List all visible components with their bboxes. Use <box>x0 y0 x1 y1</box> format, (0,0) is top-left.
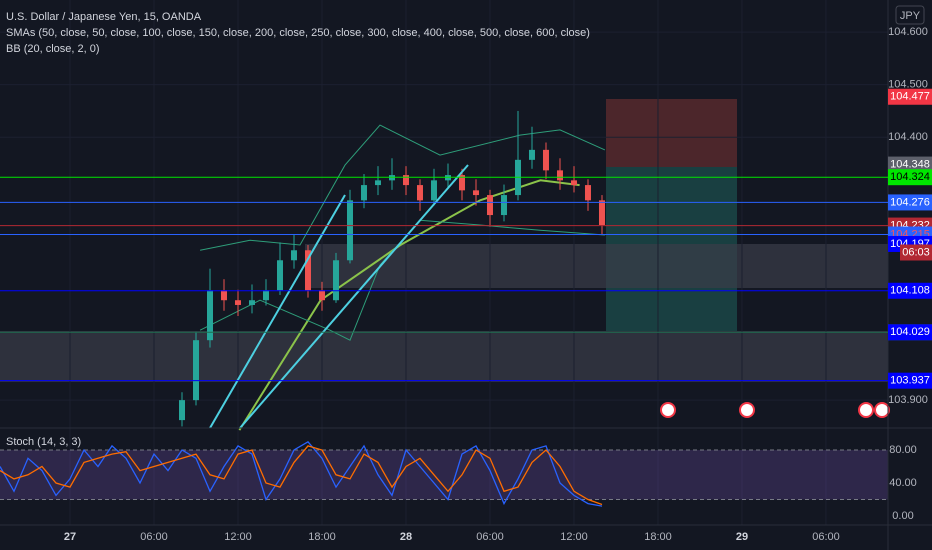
stoch-band <box>0 450 888 500</box>
trend-line <box>239 164 469 429</box>
event-icon[interactable] <box>858 402 874 418</box>
stoch-line <box>0 440 603 507</box>
candle-body <box>500 195 507 216</box>
x-tick-label: 18:00 <box>644 531 672 543</box>
y-tick-label: 103.900 <box>888 394 928 406</box>
stop-zone <box>606 99 737 167</box>
stoch-line <box>0 445 603 506</box>
candle-body <box>486 195 493 216</box>
x-tick-label: 06:00 <box>812 531 840 543</box>
candle-body <box>290 250 297 261</box>
symbol-title: U.S. Dollar / Japanese Yen, 15, OANDA <box>6 11 202 23</box>
candle-body <box>388 175 395 181</box>
zone <box>0 331 888 382</box>
candle-body <box>430 180 437 201</box>
level-label: 104.477 <box>890 91 930 103</box>
candle-body <box>556 170 563 181</box>
y-tick-label: 0.00 <box>892 510 913 522</box>
candle-body <box>542 149 549 171</box>
x-tick-label: 06:00 <box>140 531 168 543</box>
candle-body <box>402 175 409 186</box>
candle-body <box>458 175 465 191</box>
candle-body <box>584 185 591 201</box>
candle-body <box>528 149 535 160</box>
level-label: 104.324 <box>890 171 930 183</box>
x-tick-label: 12:00 <box>224 531 252 543</box>
candle-body <box>304 250 311 291</box>
level-label-bg <box>888 282 932 299</box>
zone <box>305 244 888 288</box>
event-icon[interactable] <box>874 402 890 418</box>
level-label: 104.108 <box>890 285 930 297</box>
x-tick-label: 27 <box>64 531 76 543</box>
candle-body <box>178 400 185 421</box>
indicator-line <box>238 179 580 431</box>
y-tick-label: 104.500 <box>888 79 928 91</box>
candle-body <box>262 290 269 301</box>
candle-body <box>220 290 227 301</box>
candle-body <box>234 300 241 305</box>
candle-body <box>276 260 283 291</box>
candle-body <box>248 300 255 305</box>
candle-body <box>318 290 325 301</box>
level-label-bg <box>888 156 932 173</box>
candle-body <box>360 185 367 201</box>
level-label: 104.348 <box>890 158 930 170</box>
trend-line <box>209 194 346 429</box>
candle-body <box>346 200 353 261</box>
x-tick-label: 29 <box>736 531 748 543</box>
level-label: 104.029 <box>890 326 930 338</box>
candle-body <box>472 190 479 196</box>
indicator-label: Stoch (14, 3, 3) <box>6 436 81 448</box>
candle-body <box>570 180 577 186</box>
indicator-line <box>200 124 606 251</box>
candle-body <box>598 200 605 226</box>
candle-body <box>374 180 381 186</box>
level-label-bg <box>888 324 932 341</box>
x-tick-label: 28 <box>400 531 412 543</box>
y-tick-label: 104.600 <box>888 26 928 38</box>
event-icon[interactable] <box>660 402 676 418</box>
candle-body <box>332 260 339 301</box>
y-tick-label: 40.00 <box>889 477 917 489</box>
y-tick-label: 104.400 <box>888 131 928 143</box>
candle-body <box>192 340 199 401</box>
candle-body <box>416 185 423 201</box>
x-tick-label: 18:00 <box>308 531 336 543</box>
countdown-bg <box>900 244 932 261</box>
x-tick-label: 06:00 <box>476 531 504 543</box>
candle-body <box>206 290 213 341</box>
indicator-label: BB (20, close, 2, 0) <box>6 43 100 55</box>
level-label: 104.276 <box>890 196 930 208</box>
level-label-bg <box>888 88 932 105</box>
level-label-bg <box>888 169 932 186</box>
candle-body <box>444 175 451 181</box>
x-tick-label: 12:00 <box>560 531 588 543</box>
level-label-bg <box>888 372 932 389</box>
level-label-bg <box>888 194 932 211</box>
event-icon[interactable] <box>739 402 755 418</box>
countdown: 06:03 <box>902 246 930 258</box>
currency-label[interactable]: JPY <box>900 10 921 22</box>
currency-button[interactable] <box>895 5 925 25</box>
y-tick-label: 80.00 <box>889 444 917 456</box>
indicator-label: SMAs (50, close, 50, close, 100, close, … <box>6 27 590 39</box>
level-label: 103.937 <box>890 375 930 387</box>
